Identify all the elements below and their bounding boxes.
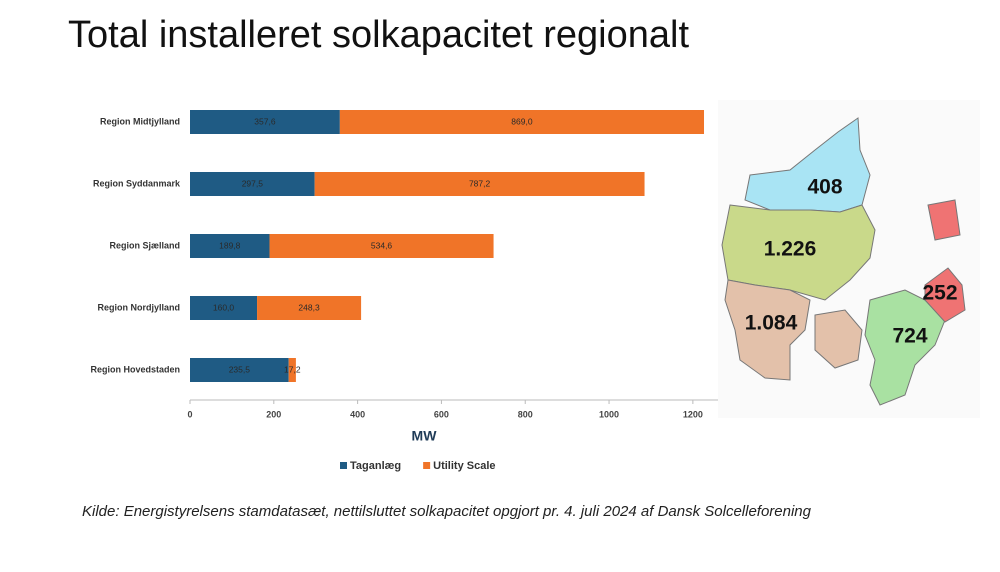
y-tick-label: Region Syddanmark (93, 178, 181, 188)
region-syddanmark (724, 279, 863, 381)
region-hovedstaden (924, 199, 966, 323)
value-label: 534,6 (371, 240, 393, 250)
y-tick-label: Region Hovedstaden (90, 364, 180, 374)
chart-area (65, 92, 800, 482)
x-tick-label: 1200 (683, 409, 703, 419)
region-sjaelland (864, 289, 946, 406)
map: 408 1.226 1.084 724 252 (718, 100, 980, 418)
value-label: 869,0 (511, 116, 533, 126)
legend-swatch (423, 462, 431, 469)
bar-segment (339, 110, 705, 134)
y-tick-label: Region Nordjylland (97, 302, 180, 312)
bar-segment (288, 358, 296, 382)
bar-segment (190, 296, 258, 320)
slide-title: Total installeret solkapacitet regionalt (68, 14, 690, 56)
value-label: 787,2 (469, 178, 491, 188)
map-label: 1.084 (745, 312, 798, 335)
legend-label: Utility Scale (433, 460, 495, 472)
map-label: 408 (807, 176, 842, 199)
bar-segment (314, 172, 645, 196)
map-label: 724 (892, 325, 927, 348)
x-tick-label: 400 (350, 409, 365, 419)
value-label: 357,6 (254, 116, 276, 126)
x-axis-label: MW (412, 428, 438, 444)
value-label: 235,5 (229, 364, 251, 374)
legend-label: Taganlæg (350, 460, 401, 472)
x-tick-label: 0 (187, 409, 192, 419)
value-label: 189,8 (219, 240, 241, 250)
x-tick-label: 1000 (599, 409, 619, 419)
bar-segment (269, 234, 494, 258)
value-label: 297,5 (242, 178, 264, 188)
x-tick-label: 200 (266, 409, 281, 419)
y-tick-label: Region Sjælland (109, 240, 180, 250)
map-label: 1.226 (764, 238, 817, 261)
value-label: 160,0 (213, 302, 235, 312)
x-tick-label: 800 (518, 409, 533, 419)
bar-segment (190, 172, 315, 196)
x-tick-label: 600 (434, 409, 449, 419)
map-label: 252 (922, 282, 957, 305)
bar-segment (190, 234, 270, 258)
value-label: 17,2 (284, 364, 301, 374)
bar-segment (257, 296, 362, 320)
y-tick-label: Region Midtjylland (100, 116, 180, 126)
bar-segment (190, 110, 340, 134)
source-note: Kilde: Energistyrelsens stamdatasæt, net… (82, 503, 811, 520)
legend-swatch (340, 462, 347, 469)
bar-segment (190, 358, 289, 382)
value-label: 248,3 (298, 302, 320, 312)
